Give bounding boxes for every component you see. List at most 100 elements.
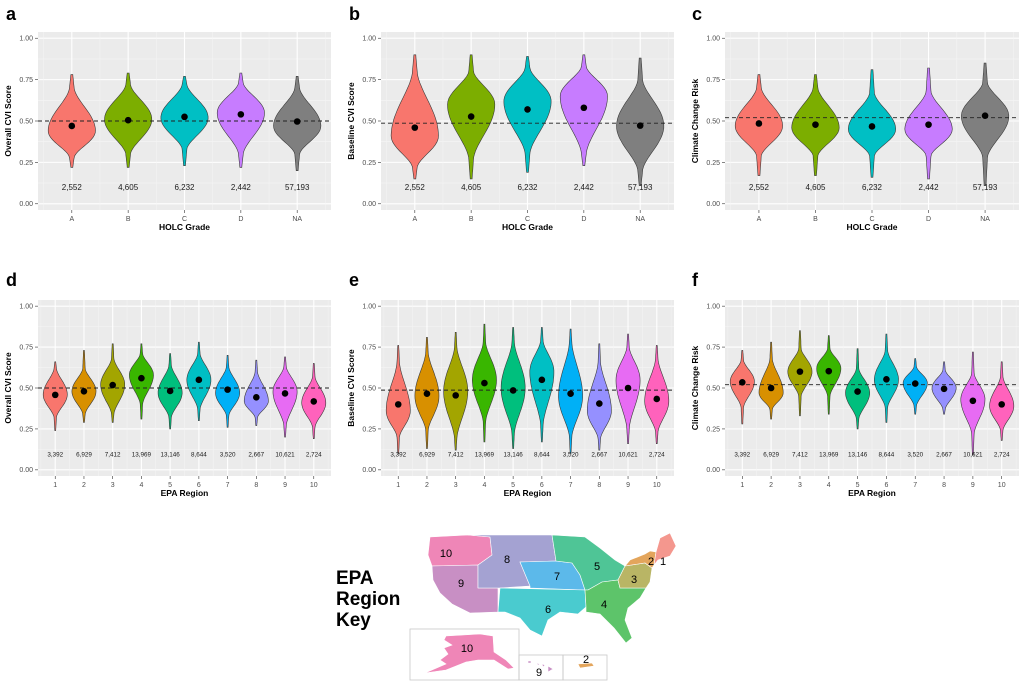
y-tick-label: 0.00 (706, 201, 720, 208)
mean-point-C (868, 123, 876, 130)
x-tick-label: 4 (827, 482, 831, 489)
x-tick-label: NA (635, 216, 645, 223)
mean-point-9 (624, 384, 632, 392)
count-label-8: 2,667 (936, 451, 952, 458)
mean-point-1 (394, 401, 402, 408)
x-tick-label: 8 (254, 482, 258, 489)
x-tick-label: C (869, 216, 874, 223)
map-label-4: 4 (601, 599, 607, 611)
panel-letter: d (6, 270, 17, 290)
count-label-2: 6,929 (763, 451, 779, 458)
mean-point-4 (481, 379, 488, 387)
x-tick-label: 4 (139, 482, 143, 489)
x-tick-label: B (813, 216, 818, 223)
x-tick-label: 6 (197, 482, 201, 489)
panel-f: f 0.00 0.25 0.50 0.75 1.00 1 2 3 4 5 6 7 8 9 10 3,392 6,9… (690, 270, 1019, 498)
mean-point-C (524, 106, 531, 113)
count-label-D: 2,442 (231, 183, 252, 192)
map-label-3: 3 (631, 574, 637, 586)
x-axis-title: HOLC Grade (159, 222, 210, 232)
y-tick-label: 0.75 (362, 344, 376, 351)
map-inset-alaska (424, 633, 515, 674)
inset-frame-alaska (409, 628, 520, 681)
x-tick-label: 10 (653, 482, 661, 489)
panel-c: c 0.00 0.25 0.50 0.75 1.00 A B C D NA 2,552 4,605 6,2… (690, 4, 1019, 232)
mean-point-6 (195, 376, 203, 384)
mean-point-NA (293, 118, 301, 125)
count-label-2: 6,929 (76, 451, 92, 458)
count-label-5: 13,146 (161, 451, 181, 458)
panel-letter: e (349, 270, 359, 290)
count-label-C: 6,232 (174, 183, 195, 192)
map-label-7: 7 (554, 571, 560, 583)
count-label-4: 13,969 (132, 451, 152, 458)
x-tick-label: 7 (913, 482, 917, 489)
count-label-6: 8,644 (534, 451, 550, 458)
count-label-10: 2,724 (994, 451, 1010, 458)
x-tick-label: 1 (396, 482, 400, 489)
x-axis-title: EPA Region (848, 488, 896, 498)
y-tick-label: 0.00 (706, 467, 720, 474)
count-label-7: 3,520 (907, 451, 923, 458)
x-tick-label: B (126, 216, 131, 223)
x-tick-label: D (238, 216, 243, 223)
x-tick-label: 5 (856, 482, 860, 489)
panel-letter: b (349, 4, 360, 24)
violin-panels: a 0.00 0.25 0.50 0.75 1.00 A B C D NA 2,552 4,605 6,2… (3, 4, 1019, 498)
count-label-10: 2,724 (649, 451, 665, 458)
x-axis-title: EPA Region (504, 488, 552, 498)
y-tick-label: 0.50 (362, 385, 376, 392)
y-tick-label: 0.50 (19, 385, 33, 392)
mean-point-1 (51, 391, 59, 399)
mean-point-3 (109, 381, 116, 389)
y-tick-label: 0.50 (706, 118, 720, 125)
count-label-1: 3,392 (734, 451, 750, 458)
inset-label-puerto-rico: 2 (583, 654, 589, 666)
count-label-5: 13,146 (848, 451, 868, 458)
mean-point-2 (80, 387, 88, 395)
count-label-7: 3,520 (563, 451, 579, 458)
y-tick-label: 0.75 (19, 344, 33, 351)
count-label-A: 2,552 (405, 183, 426, 192)
map-label-1: 1 (660, 556, 666, 568)
count-label-C: 6,232 (517, 183, 538, 192)
mean-point-7 (911, 380, 919, 387)
x-tick-label: 5 (168, 482, 172, 489)
violin-C (160, 76, 209, 166)
mean-point-D (237, 111, 245, 118)
x-tick-label: 8 (942, 482, 946, 489)
violin-3 (443, 332, 469, 451)
x-tick-label: 10 (998, 482, 1006, 489)
mean-point-B (812, 121, 819, 128)
y-tick-label: 0.00 (362, 467, 376, 474)
count-label-NA: 57,193 (285, 183, 310, 192)
mean-point-4 (825, 367, 833, 375)
violin-NA (616, 57, 665, 186)
mean-point-3 (796, 368, 804, 375)
x-tick-label: 3 (111, 482, 115, 489)
mean-point-6 (538, 376, 546, 384)
y-tick-label: 1.00 (706, 36, 720, 43)
count-label-9: 10,621 (963, 451, 983, 458)
map-inset-puerto-rico (577, 662, 595, 669)
count-label-1: 3,392 (47, 451, 63, 458)
mean-point-2 (423, 390, 431, 398)
violin-6 (529, 327, 555, 443)
y-tick-label: 1.00 (706, 304, 720, 311)
mean-point-10 (653, 395, 661, 403)
count-label-6: 8,644 (879, 451, 895, 458)
violin-A (47, 74, 96, 168)
panel-b: b 0.00 0.25 0.50 0.75 1.00 A B C D NA 2,552 4,605 6,2… (346, 4, 674, 232)
count-label-C: 6,232 (862, 183, 883, 192)
map-region-4 (584, 579, 647, 644)
y-tick-label: 0.25 (19, 160, 33, 167)
mean-point-5 (166, 387, 174, 395)
count-label-NA: 57,193 (973, 183, 998, 192)
count-label-D: 2,442 (574, 183, 595, 192)
violin-1 (729, 350, 755, 425)
violin-10 (644, 345, 670, 444)
count-label-3: 7,412 (105, 451, 121, 458)
panel-letter: c (692, 4, 702, 24)
violin-1 (385, 345, 411, 454)
